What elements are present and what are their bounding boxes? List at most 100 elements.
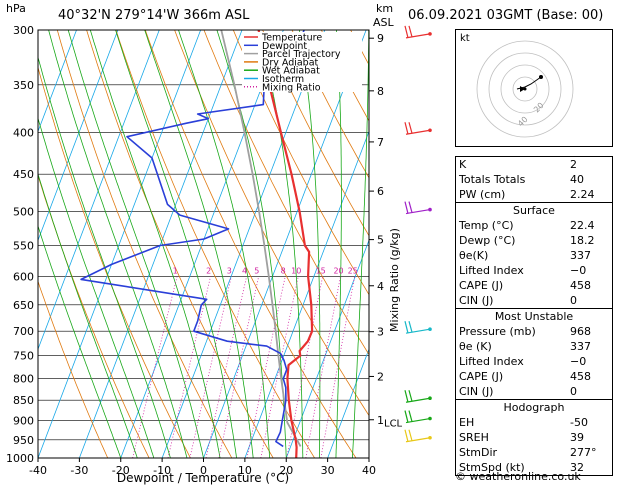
mixing-ratio-line <box>205 276 247 458</box>
surface-row: Lifted Index −0 <box>456 263 612 278</box>
surface-row: CIN (J) 0 <box>456 293 612 308</box>
indices-panel: K 2 Totals Totals 40 PW (cm) 2.24 Surface Tem… <box>455 156 613 476</box>
pressure-tick-label: 400 <box>13 126 34 139</box>
surface-row: Temp (°C) 22.4 <box>456 218 612 233</box>
surface-label: Lifted Index <box>459 264 524 277</box>
wind-barb-dot <box>428 128 432 133</box>
hodograph-stat-row: StmSpd (kt) 32 <box>456 460 612 475</box>
isotherm-line <box>285 239 369 458</box>
temp-tick-label: -30 <box>70 464 88 477</box>
pressure-tick-label: 600 <box>13 270 34 283</box>
wind-barb-flag <box>404 429 409 442</box>
dry-adiabat-line <box>203 30 369 356</box>
km-tick-label: 1 <box>377 414 384 427</box>
asl-label: ASL <box>373 16 394 29</box>
mixing-ratio-label: 2 <box>206 266 211 275</box>
temp-tick-label: -20 <box>112 464 130 477</box>
most-unstable-label: Pressure (mb) <box>459 325 536 338</box>
wind-barb-flag <box>408 201 413 213</box>
temp-tick-label: 30 <box>321 464 335 477</box>
dry-adiabat-line <box>291 30 369 179</box>
most-unstable-value: 968 <box>570 325 591 338</box>
legend-entry: Mixing Ratio <box>262 82 321 93</box>
surface-label: CIN (J) <box>459 294 494 307</box>
legend-entry: Wet Adiabat <box>262 66 320 77</box>
dry-adiabat-line <box>144 30 357 458</box>
dry-adiabat-line <box>262 30 369 237</box>
surface-value: −0 <box>570 264 587 277</box>
x-axis-label: Dewpoint / Temperature (°C) <box>117 471 289 485</box>
hodograph-ring <box>476 40 574 138</box>
mixing-ratio-label: 25 <box>348 266 358 275</box>
pressure-tick-label: 650 <box>13 299 34 312</box>
legend-box <box>242 32 362 92</box>
wind-barb-dot <box>428 416 432 421</box>
surface-section: Surface Temp (°C) 22.4 Dewp (°C) 18.2 θe(K) 3… <box>456 202 612 308</box>
mixing-ratio-label: 1 <box>173 266 178 275</box>
dry-adiabat-line <box>38 66 191 458</box>
index-label: K <box>459 158 467 171</box>
hodograph-stat-row: StmDir 277° <box>456 445 612 460</box>
legend-entry: Dry Adiabat <box>262 57 319 68</box>
parcel-trajectory-line <box>220 30 302 447</box>
km-tick-label: 2 <box>377 370 384 383</box>
mixing-ratio-label: 15 <box>316 266 326 275</box>
most-unstable-value: −0 <box>570 355 587 368</box>
surface-row: Dewp (°C) 18.2 <box>456 233 612 248</box>
wind-barb-dot <box>428 32 432 36</box>
most-unstable-row: Pressure (mb) 968 <box>456 324 612 339</box>
isotherm-line <box>38 30 202 458</box>
mixing-ratio-line <box>189 276 232 458</box>
surface-row: θe(K) 337 <box>456 248 612 263</box>
hodograph-frame <box>455 29 613 147</box>
surface-label: Dewp (°C) <box>459 234 516 247</box>
index-value: 2.24 <box>570 188 595 201</box>
copyright-footer: © weatheronline.co.uk <box>455 470 581 483</box>
wind-barb-flag <box>404 321 409 334</box>
legend-entry: Dewpoint <box>262 41 307 52</box>
isotherm-line <box>79 30 243 458</box>
hodograph-end-dot <box>539 75 543 79</box>
pressure-tick-label: 1000 <box>6 452 34 465</box>
isotherm-line <box>38 30 119 242</box>
wet-adiabat-line <box>48 30 188 458</box>
isotherm-line <box>203 30 367 458</box>
pressure-tick-label: 750 <box>13 350 34 363</box>
wind-barb-flag <box>408 25 413 38</box>
mixing-ratio-line <box>286 276 324 458</box>
wind-barb-dot <box>428 396 432 401</box>
pressure-tick-label: 450 <box>13 168 34 181</box>
wind-barb <box>404 122 432 135</box>
wind-barb-flag <box>404 25 409 39</box>
hodograph-table-title: Hodograph <box>503 401 565 414</box>
km-tick-label: 5 <box>377 234 384 247</box>
mixing-ratio-line <box>246 276 286 458</box>
wind-barb <box>404 201 432 215</box>
hodograph-stat-label: StmSpd (kt) <box>459 461 525 474</box>
mixing-ratio-label: 4 <box>242 266 247 275</box>
temp-tick-label: 0 <box>200 464 207 477</box>
temp-tick-label: 10 <box>238 464 252 477</box>
surface-label: Temp (°C) <box>459 219 514 232</box>
wind-barb <box>404 410 432 424</box>
km-tick-label: 3 <box>377 326 384 339</box>
surface-title: Surface <box>513 204 555 217</box>
surface-value: 337 <box>570 249 591 262</box>
dry-adiabat-line <box>615 30 629 458</box>
hodograph-ring <box>512 76 538 102</box>
km-tick-label: 7 <box>377 136 384 149</box>
km-tick-label: 4 <box>377 280 384 293</box>
wind-barb-staff <box>405 209 431 215</box>
hodograph-section: Hodograph EH -50 SREH 39 StmDir 277° StmSpd (k… <box>456 399 612 475</box>
wind-barb-staff <box>405 397 431 403</box>
temp-tick-label: -40 <box>29 464 47 477</box>
hodograph-ring <box>488 52 562 126</box>
surface-value: 0 <box>570 294 577 307</box>
temp-tick-label: -10 <box>153 464 171 477</box>
hodograph-stat-label: EH <box>459 416 475 429</box>
hodograph-stat-value: -50 <box>570 416 588 429</box>
temp-tick-label: 20 <box>279 464 293 477</box>
wind-barb-staff <box>405 33 431 39</box>
